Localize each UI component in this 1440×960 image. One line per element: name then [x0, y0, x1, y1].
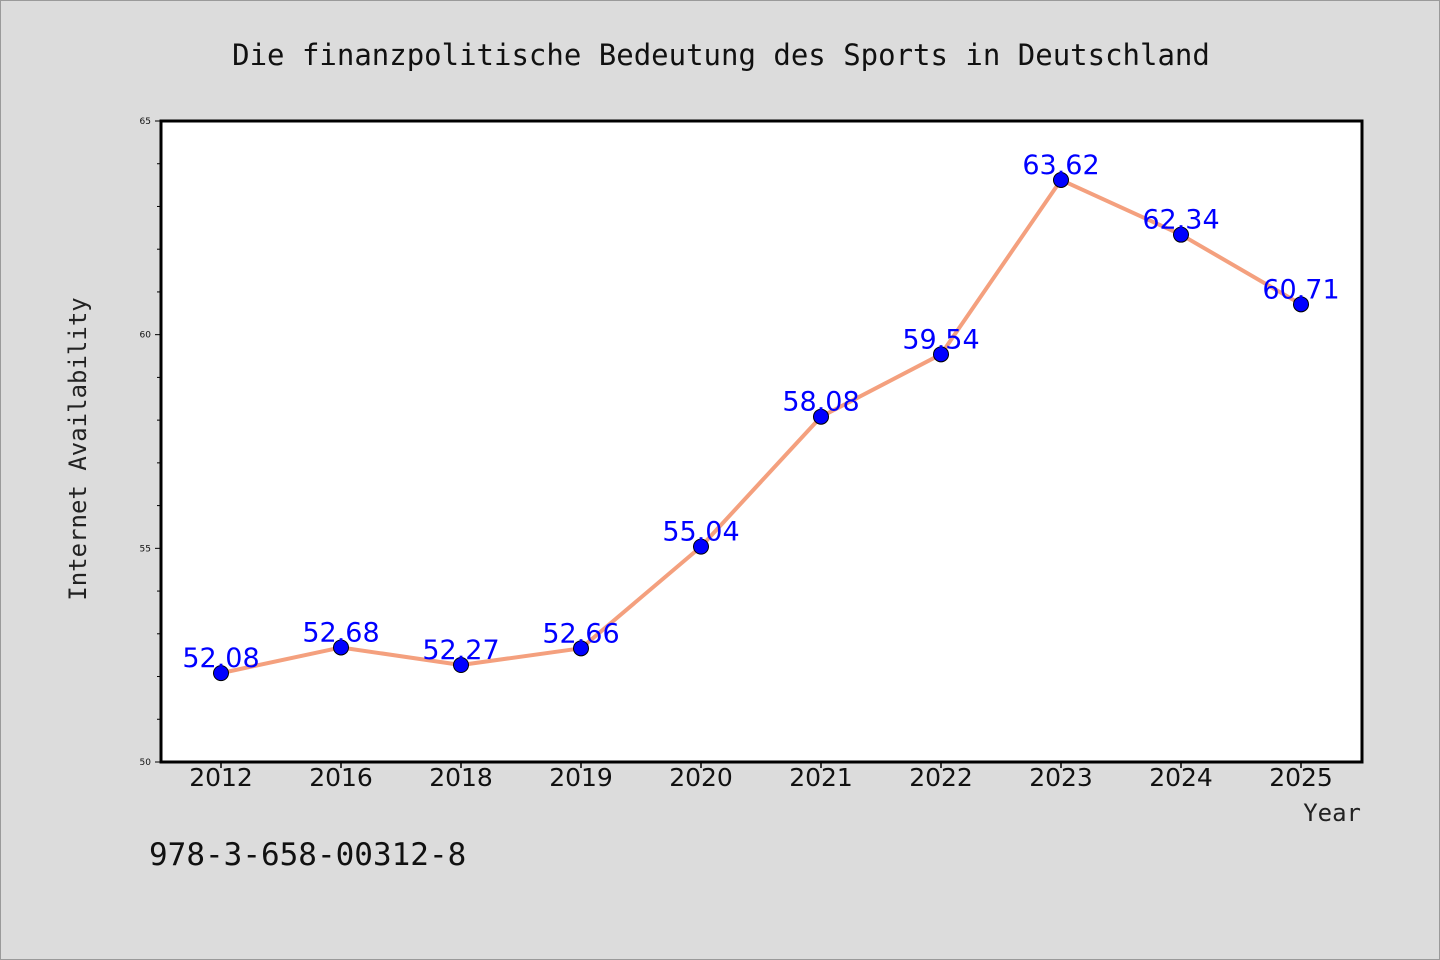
data-point: [1173, 226, 1189, 243]
y-tick-label: 65: [140, 117, 151, 127]
isbn-text: 978-3-658-00312-8: [149, 837, 466, 873]
x-tick-label: 2020: [669, 763, 733, 792]
series-line: [219, 177, 1303, 676]
data-label: 60.71: [1262, 274, 1339, 305]
y-tick-label: 55: [140, 544, 151, 554]
data-point: [333, 639, 349, 656]
data-point: [1293, 296, 1309, 313]
data-point: [693, 538, 709, 555]
x-tick-label: 2022: [909, 763, 973, 792]
x-axis-ticks: 2012 2016 2018 2019 2020 2021 2022 2023 2024 2025: [189, 762, 1333, 792]
data-label: 62.34: [1142, 205, 1219, 236]
x-tick-label: 2021: [789, 763, 853, 792]
data-point: [213, 665, 229, 682]
y-tick-label: 60: [140, 331, 152, 341]
x-tick-label: 2018: [429, 763, 493, 792]
y-tick-label: 50: [140, 758, 152, 768]
data-label: 52.27: [422, 635, 499, 666]
x-tick-label: 2023: [1029, 763, 1093, 792]
data-point: [453, 656, 469, 673]
data-point: [1053, 171, 1069, 188]
data-label: 52.08: [182, 643, 259, 674]
x-axis-label: Year: [1303, 799, 1361, 827]
data-label: 63.62: [1022, 150, 1099, 181]
series-layer: [213, 171, 1309, 682]
chart-title: Die finanzpolitische Bedeutung des Sport…: [232, 38, 1210, 72]
x-tick-label: 2012: [189, 763, 253, 792]
data-label: 52.68: [302, 617, 379, 648]
data-label: 52.66: [542, 618, 619, 649]
y-axis-label: Internet Availability: [64, 297, 92, 600]
data-point: [933, 346, 949, 363]
data-label: 59.54: [902, 324, 979, 355]
y-axis-ticks: 50 55 60 65: [140, 117, 161, 768]
data-point: [573, 640, 589, 657]
data-point: [813, 408, 829, 425]
x-tick-label: 2024: [1149, 763, 1213, 792]
x-tick-label: 2016: [309, 763, 373, 792]
x-tick-label: 2025: [1269, 763, 1333, 792]
data-labels-layer: 52.08 52.68 52.27 52.66 55.04 58.08 59.54 63.62…: [182, 150, 1339, 674]
x-tick-label: 2019: [549, 763, 613, 792]
data-label: 55.04: [662, 517, 739, 548]
data-label: 58.08: [782, 387, 859, 418]
